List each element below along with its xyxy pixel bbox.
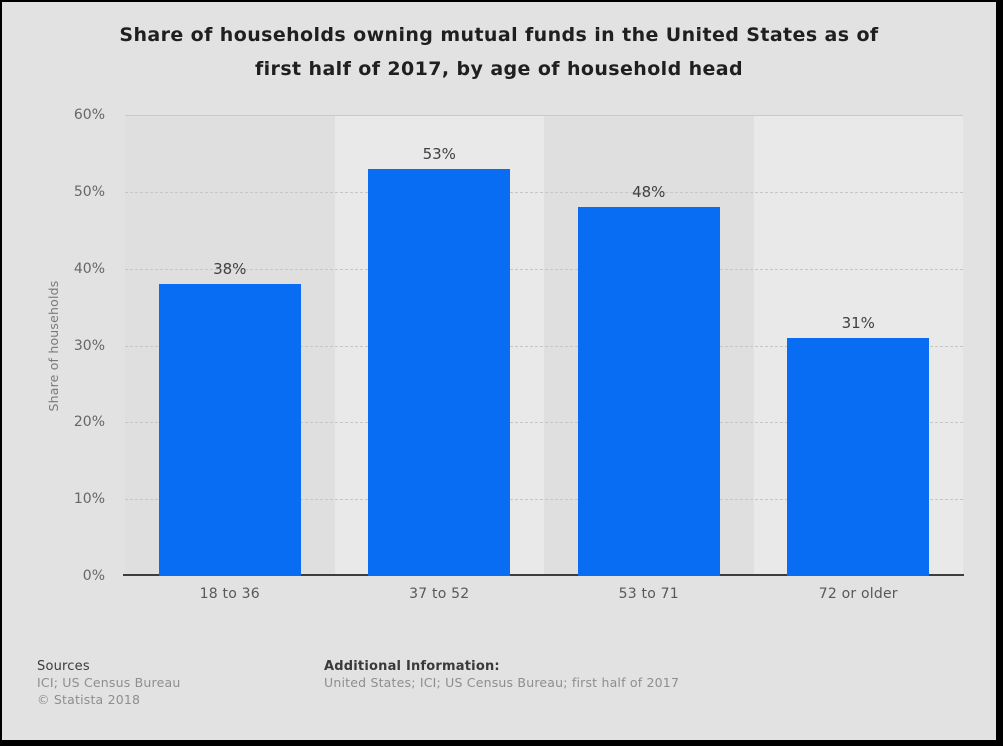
copyright-line: © Statista 2018 [37,691,141,707]
x-axis-label-4: 72 or older [818,586,898,602]
y-tick-label-40: 40% [73,260,105,277]
x-axis-label-3: 53 to 71 [618,586,679,602]
plot-area: 38% 53% 48% 31% [125,115,963,576]
chart-title-line1: Share of households owning mutual funds … [119,24,879,46]
x-axis-label-2: 37 to 52 [409,586,470,602]
bar-value-label-1: 38% [213,260,247,278]
bar-4 [787,338,930,576]
additional-info-heading: Additional Information: [324,659,500,674]
x-axis-line [123,574,964,576]
additional-info-line: United States; ICI; US Census Bureau; fi… [324,675,680,690]
bar-value-label-4: 31% [841,314,875,332]
footer-sources-block: Sources ICI; US Census Bureau © Statista… [37,658,180,708]
sources-heading: Sources [37,659,90,674]
bar-value-label-2: 53% [422,145,456,163]
gridline-60 [125,115,963,116]
gridline-40 [125,268,963,270]
chart-title: Share of households owning mutual funds … [2,18,996,86]
y-tick-label-0: 0% [82,568,105,584]
gridline-30 [125,345,963,347]
bar-1 [158,284,301,576]
x-axis-category-labels: 18 to 36 37 to 52 53 to 71 72 or older [125,586,963,602]
gridline-10 [125,499,963,501]
y-tick-label-30: 30% [73,337,105,354]
y-tick-label-60: 60% [73,107,105,123]
category-band-2: 53% [334,115,544,576]
gridline-50 [125,191,963,193]
x-axis-label-1: 18 to 36 [199,586,260,602]
bar-2 [368,169,511,576]
bar-3 [577,207,720,576]
y-tick-label-10: 10% [73,491,105,508]
y-tick-label-50: 50% [73,183,105,200]
sources-line: ICI; US Census Bureau [37,675,181,690]
chart-title-line2: first half of 2017, by age of household … [254,58,744,80]
bar-value-label-3: 48% [632,183,666,201]
gridline-20 [125,422,963,424]
footer-additional-block: Additional Information: United States; I… [324,658,679,692]
y-tick-label-20: 20% [73,414,105,431]
